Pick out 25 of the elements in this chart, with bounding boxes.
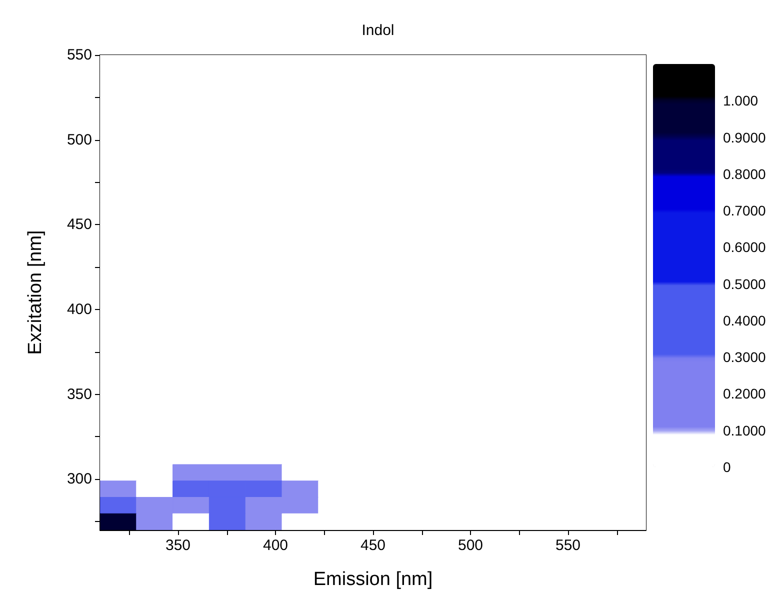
y-tick-label: 450: [66, 216, 92, 234]
x-tick-label: 450: [360, 537, 386, 554]
y-tick-label: 300: [66, 470, 92, 488]
color-bar-label: 0.6000: [723, 239, 766, 256]
color-bar-label: 0.8000: [723, 166, 766, 182]
color-bar-label: 1.000: [723, 92, 758, 109]
y-axis-title: Exzitation [nm]: [25, 230, 46, 355]
color-bar-label: 0.2000: [723, 386, 766, 402]
color-bar-label: 0.4000: [723, 312, 766, 328]
x-tick-label: 500: [458, 537, 484, 554]
color-bar-label: 0: [723, 459, 731, 475]
color-bar-label: 0.9000: [723, 129, 766, 146]
color-bar-label: 0.1000: [723, 422, 766, 438]
x-axis-title: Emission [nm]: [313, 569, 433, 590]
color-bar-label: 0.7000: [723, 202, 766, 219]
x-tick-label: 550: [555, 537, 581, 554]
color-bar-label: 0.3000: [723, 349, 766, 366]
chart-title: Indol: [362, 22, 394, 39]
x-tick-label: 350: [165, 537, 191, 554]
y-tick-label: 400: [66, 300, 92, 318]
color-bar-label: 0.5000: [723, 276, 766, 292]
y-tick-label: 500: [66, 131, 92, 148]
y-tick-label: 350: [66, 386, 92, 403]
y-tick-label: 550: [66, 46, 92, 64]
x-tick-label: 400: [262, 537, 288, 554]
